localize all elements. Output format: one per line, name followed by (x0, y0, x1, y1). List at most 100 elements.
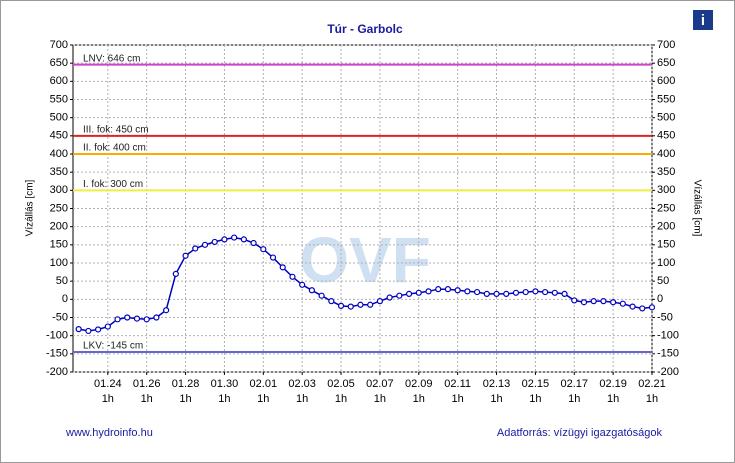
x-tick-label: 02.05 (327, 378, 355, 390)
data-point (590, 298, 597, 305)
x-tick-label: 1h (646, 393, 658, 405)
y-tick-label: 300 (50, 184, 68, 196)
x-tick-label: 1h (413, 393, 425, 405)
y-tick-label: 700 (50, 39, 68, 51)
y2-axis-label: Vízállás [cm] (691, 180, 702, 237)
data-point (337, 302, 345, 309)
x-tick-label: 02.15 (522, 378, 550, 390)
info-icon[interactable]: i (693, 10, 713, 30)
y-tick-label: 50 (56, 275, 68, 287)
data-point (240, 236, 247, 243)
y2-tick-label: -50 (657, 311, 673, 323)
y2-tick-label: -150 (657, 348, 679, 360)
y-tick-label: 200 (50, 221, 68, 233)
data-point (279, 264, 286, 271)
y-tick-label: 650 (50, 57, 68, 69)
chart-title: Túr - Garbolc (327, 22, 403, 36)
data-point (425, 288, 432, 295)
y-tick-label: -200 (46, 366, 68, 378)
data-point (522, 288, 529, 296)
level-label: I. fok: 300 cm (83, 179, 143, 190)
y-tick-label: 400 (50, 148, 68, 160)
y2-tick-label: 450 (657, 130, 675, 142)
data-point (289, 273, 296, 280)
data-point (299, 281, 306, 288)
y-tick-label: 600 (50, 75, 68, 87)
y-tick-label: 500 (50, 112, 68, 124)
data-point (163, 307, 170, 314)
x-tick-label: 01.26 (133, 378, 161, 390)
data-point (435, 286, 442, 293)
y-tick-label: 350 (50, 166, 68, 178)
y-tick-label: -100 (46, 330, 68, 342)
level-label: LNV: 646 cm (83, 53, 140, 64)
data-point (629, 303, 636, 310)
data-point (95, 326, 102, 333)
x-tick-label: 1h (257, 393, 269, 405)
data-point (104, 323, 111, 330)
x-tick-label: 1h (335, 393, 347, 405)
y2-tick-label: -200 (657, 366, 679, 378)
x-tick-label: 1h (179, 393, 191, 405)
data-point (551, 289, 558, 296)
x-tick-label: 02.13 (483, 378, 511, 390)
data-point (133, 315, 141, 322)
data-point (610, 299, 617, 306)
data-point (483, 290, 490, 297)
y2-tick-label: 700 (657, 39, 675, 51)
x-tick-label: 1h (218, 393, 230, 405)
data-point (182, 252, 189, 259)
data-point (473, 288, 481, 296)
y2-tick-label: 250 (657, 202, 675, 214)
data-point (532, 288, 539, 295)
y-tick-label: 450 (50, 130, 68, 142)
x-tick-label: 1h (607, 393, 619, 405)
watermark: OVF (299, 224, 431, 296)
data-point (619, 300, 626, 307)
data-point (357, 301, 364, 308)
level-label: II. fok: 400 cm (83, 143, 146, 154)
data-point (386, 294, 393, 301)
info-box[interactable] (693, 10, 713, 30)
y-axis-label: Vízállás [cm] (25, 179, 36, 236)
data-point (250, 239, 257, 247)
data-point (231, 234, 238, 241)
x-tick-label: 02.01 (250, 378, 278, 390)
data-point (143, 316, 150, 323)
data-point (454, 287, 461, 294)
data-point (328, 298, 335, 305)
y-tick-label: 150 (50, 239, 68, 251)
x-tick-label: 02.07 (366, 378, 394, 390)
info-glyph[interactable]: i (701, 12, 705, 29)
data-point (85, 327, 92, 335)
data-point (376, 298, 384, 305)
x-tick-label: 02.21 (638, 378, 666, 390)
data-point (415, 289, 422, 296)
data-point (444, 286, 452, 293)
y-tick-label: 100 (50, 257, 68, 269)
data-point (114, 316, 121, 323)
data-point (571, 297, 578, 304)
y2-tick-label: 550 (657, 93, 675, 105)
y2-tick-label: 650 (657, 57, 675, 69)
x-tick-label: 1h (452, 393, 464, 405)
x-tick-label: 1h (296, 393, 308, 405)
y2-tick-label: 300 (657, 184, 675, 196)
y2-tick-label: -100 (657, 330, 679, 342)
x-tick-label: 02.19 (599, 378, 627, 390)
data-point (580, 299, 588, 306)
data-point (318, 292, 325, 299)
data-point (561, 290, 568, 297)
x-tick-label: 1h (568, 393, 580, 405)
data-point (75, 326, 82, 333)
data-point (367, 301, 374, 308)
data-point (260, 246, 267, 253)
data-point (269, 254, 277, 261)
x-tick-label: 02.03 (288, 378, 316, 390)
x-tick-label: 02.09 (405, 378, 433, 390)
data-point (503, 290, 510, 297)
footer-left: www.hydroinfo.hu (65, 427, 153, 439)
footer-right: Adatforrás: vízügyi igazgatóságok (497, 427, 663, 439)
x-tick-label: 01.30 (211, 378, 239, 390)
